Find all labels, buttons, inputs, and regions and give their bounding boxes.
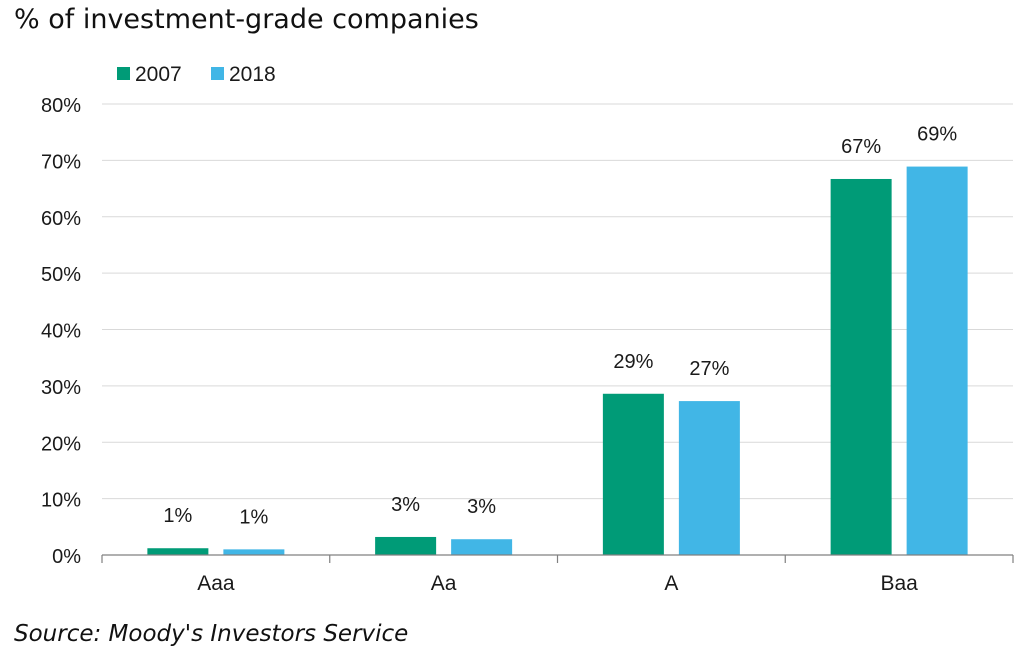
data-label-2007-A: 29% [613,351,653,373]
data-label-2007-Baa: 67% [841,136,881,158]
gridlines [102,103,1013,500]
y-tick-label: 30% [41,377,81,399]
legend: 2007 2018 [117,63,276,86]
data-label-2018-Aaa: 1% [239,506,268,528]
x-tick-label-Baa: Baa [880,572,918,595]
y-tick-label: 60% [41,208,81,230]
bar-2007-Aaa [147,548,209,555]
y-tick-label: 80% [41,95,81,117]
y-tick-label: 10% [41,490,81,512]
legend-swatch-2018 [211,67,224,80]
bar-2007-Baa [830,178,892,555]
y-tick-label: 20% [41,433,81,455]
data-label-2007-Aaa: 1% [163,505,192,527]
y-axis-tick-labels: 0% 10% 20% 30% 40% 50% 60% 70% 80% [41,95,81,568]
bar-2007-A [602,393,664,555]
bar-2018-A [678,401,740,555]
y-tick-label: 0% [52,546,81,568]
legend-label-2018: 2018 [229,63,276,86]
data-label-2018-A: 27% [689,358,729,380]
bar-2007-Aa [375,536,437,555]
y-tick-label: 50% [41,264,81,286]
bar-2018-Aaa [223,549,285,555]
legend-swatch-2007 [117,67,130,80]
x-tick-label-Aaa: Aaa [197,572,235,595]
x-tick-label-Aa: Aa [431,572,457,595]
source-note: Source: Moody's Investors Service [14,621,409,647]
chart-title: % of investment-grade companies [14,4,479,35]
data-label-2018-Aa: 3% [467,496,496,518]
bars [147,166,968,556]
bar-2018-Baa [906,166,968,556]
y-tick-label: 40% [41,321,81,343]
legend-label-2007: 2007 [135,63,182,86]
y-tick-label: 70% [41,151,81,173]
data-labels: 1% 1% 3% 3% 29% 27% 67% 69% [163,124,957,529]
x-axis: Aaa Aa A Baa [101,554,1014,595]
data-label-2007-Aa: 3% [391,494,420,516]
x-tick-label-A: A [664,572,678,595]
bar-2018-Aa [451,539,513,555]
data-label-2018-Baa: 69% [917,124,957,146]
